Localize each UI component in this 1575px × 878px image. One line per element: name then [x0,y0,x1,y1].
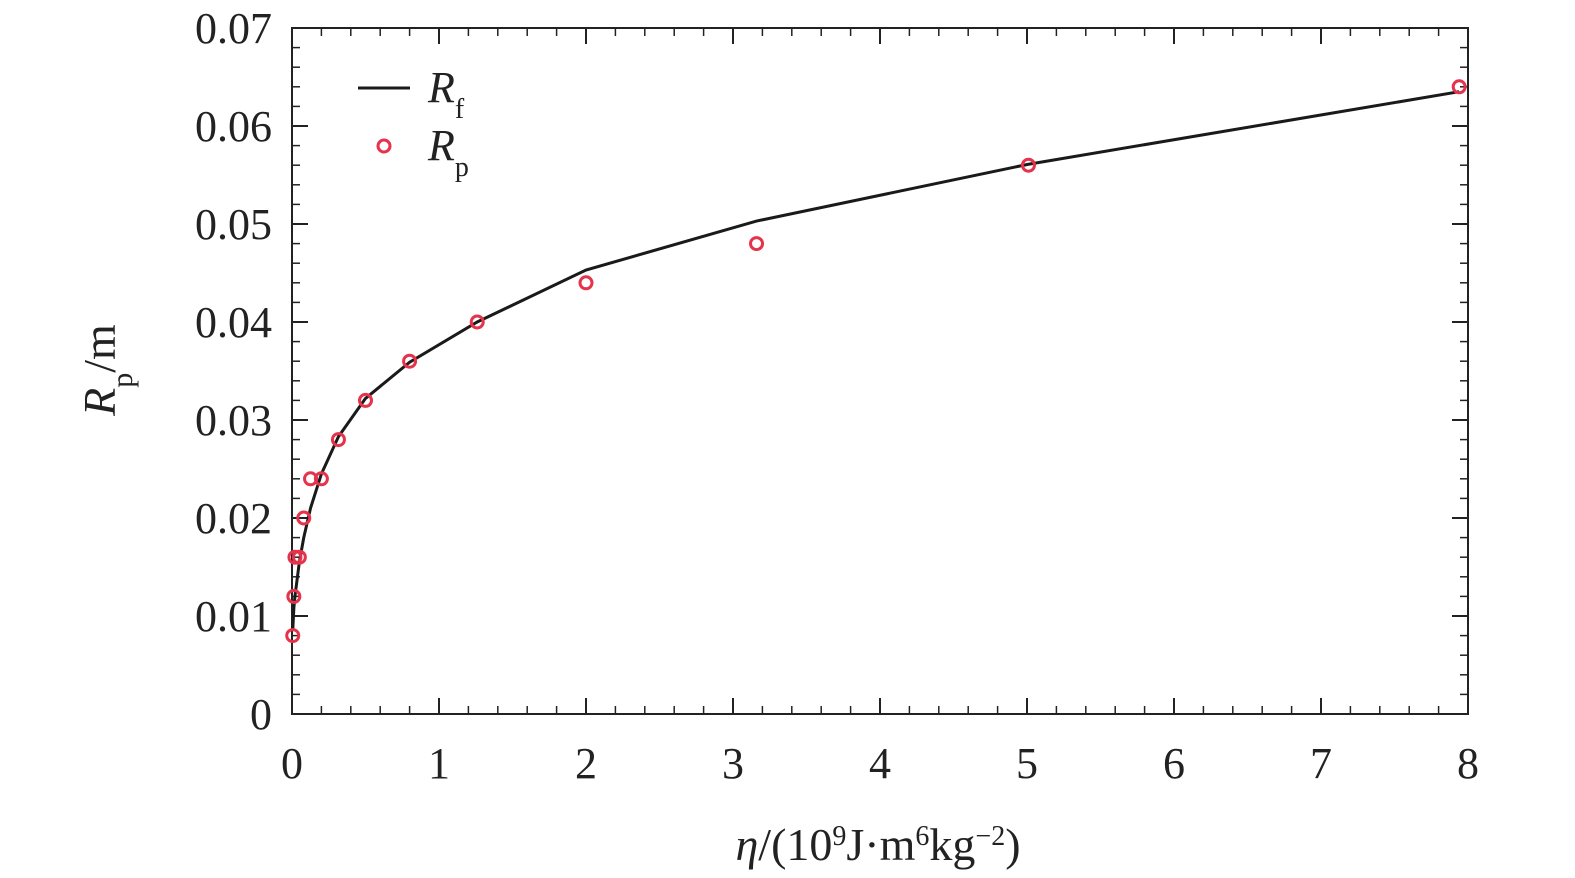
x-tick-label: 3 [722,739,744,788]
x-tick-label: 8 [1457,739,1479,788]
legend-label: Rf [427,63,465,125]
data-point [313,471,329,487]
y-tick-label: 0.04 [195,298,272,347]
y-axis-label: Rp/m [74,324,139,417]
y-tick-label: 0.06 [195,102,272,151]
data-point [749,236,765,252]
legend-subscript: p [455,152,469,183]
data-point [285,628,301,644]
data-point [296,510,312,526]
x-tick-label: 5 [1016,739,1038,788]
legend-subscript: f [455,94,465,125]
data-point [578,275,594,291]
x-tick-label: 6 [1163,739,1185,788]
legend-swatch [376,138,392,154]
legend-name: R [427,63,455,112]
x-tick-label: 2 [575,739,597,788]
x-axis-label: η/(109J·m6kg−2) [735,819,1020,870]
y-tick-label: 0.02 [195,494,272,543]
y-tick-label: 0.07 [195,4,272,53]
y-tick-label: 0.01 [195,592,272,641]
x-tick-label: 1 [428,739,450,788]
y-tick-label: 0.05 [195,200,272,249]
plot-frame [291,27,1469,715]
x-tick-label: 0 [281,739,303,788]
data-point [291,549,307,565]
data-point [286,588,302,604]
data-point [330,432,346,448]
legend-label: Rp [427,121,469,183]
x-tick-label: 4 [869,739,891,788]
x-tick-label: 7 [1310,739,1332,788]
data-point [1020,157,1036,173]
legend-name: R [427,121,455,170]
data-point [402,353,418,369]
data-line [291,90,1460,631]
data-point [469,314,485,330]
y-tick-label: 0 [250,690,272,739]
y-tick-label: 0.03 [195,396,272,445]
data-point [1451,79,1467,95]
data-point [358,392,373,408]
